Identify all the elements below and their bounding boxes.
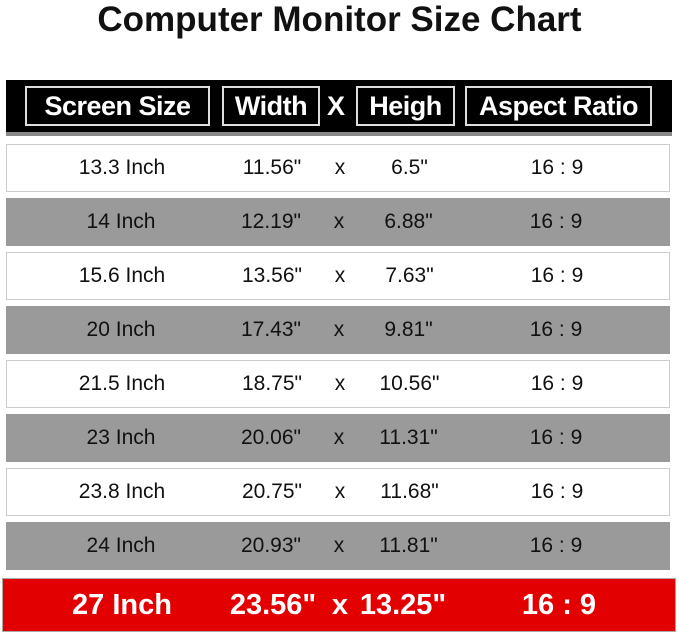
cell-ratio: 16 : 9 xyxy=(529,426,583,449)
cell-height: 11.68" xyxy=(380,480,439,503)
cell-width: 20.75" xyxy=(241,480,302,503)
cell-size: 21.5 Inch xyxy=(78,372,166,395)
table-row: 21.5 Inch 18.75" x 10.56" 16 : 9 xyxy=(6,360,670,408)
cell-width: 17.43" xyxy=(240,318,301,341)
chart-title: Computer Monitor Size Chart xyxy=(97,0,582,39)
cell-ratio: 16 : 9 xyxy=(530,156,584,179)
cell-x: x xyxy=(333,426,345,449)
cell-x: x xyxy=(334,480,346,503)
table-row: 23 Inch 20.06" x 11.31" 16 : 9 xyxy=(6,414,670,462)
cell-height: 7.63" xyxy=(385,264,434,287)
table-row: 20 Inch 17.43" x 9.81" 16 : 9 xyxy=(6,306,670,354)
cell-size: 27 Inch xyxy=(72,588,172,621)
cell-height: 13.25" xyxy=(359,588,447,621)
cell-x: x xyxy=(331,588,349,621)
table-row: 14 Inch 12.19" x 6.88" 16 : 9 xyxy=(6,198,670,246)
cell-width: 20.93" xyxy=(240,534,301,557)
header-x: X xyxy=(327,91,346,121)
cell-width: 11.56" xyxy=(242,156,302,179)
cell-ratio: 16 : 9 xyxy=(530,372,584,395)
cell-size: 13.3 Inch xyxy=(78,156,166,179)
cell-size: 23.8 Inch xyxy=(78,480,166,503)
cell-size: 14 Inch xyxy=(86,210,156,233)
table-row: 13.3 Inch 11.56" x 6.5" 16 : 9 xyxy=(6,144,670,192)
cell-size: 24 Inch xyxy=(86,534,156,557)
cell-width: 23.56" xyxy=(229,588,317,621)
cell-height: 11.81" xyxy=(379,534,438,557)
cell-x: x xyxy=(333,318,345,341)
cell-width: 12.19" xyxy=(240,210,301,233)
cell-width: 13.56" xyxy=(241,264,302,287)
cell-width: 18.75" xyxy=(241,372,302,395)
cell-x: x xyxy=(333,210,345,233)
table-row: 24 Inch 20.93" x 11.81" 16 : 9 xyxy=(6,522,670,570)
cell-height: 10.56" xyxy=(379,372,440,395)
cell-ratio: 16 : 9 xyxy=(530,264,584,287)
header-height: Heigh xyxy=(356,86,455,126)
header-screen-size: Screen Size xyxy=(25,86,210,126)
cell-size: 15.6 Inch xyxy=(78,264,166,287)
cell-size: 20 Inch xyxy=(86,318,156,341)
cell-ratio: 16 : 9 xyxy=(529,534,583,557)
header-width: Width xyxy=(222,86,320,126)
cell-height: 11.31" xyxy=(379,426,438,449)
cell-height: 6.88" xyxy=(384,210,433,233)
cell-x: x xyxy=(334,264,346,287)
cell-ratio: 16 : 9 xyxy=(521,588,597,621)
cell-height: 6.5" xyxy=(391,156,428,179)
cell-width: 20.06" xyxy=(240,426,301,449)
table-header: Screen Size Width X Heigh Aspect Ratio xyxy=(6,80,672,136)
cell-x: x xyxy=(334,156,346,179)
table-row: 27 Inch 23.56" x 13.25" 16 : 9 xyxy=(2,578,676,632)
table-row: 15.6 Inch 13.56" x 7.63" 16 : 9 xyxy=(6,252,670,300)
cell-x: x xyxy=(334,372,346,395)
cell-height: 9.81" xyxy=(384,318,433,341)
cell-ratio: 16 : 9 xyxy=(529,210,583,233)
cell-ratio: 16 : 9 xyxy=(529,318,583,341)
cell-x: x xyxy=(333,534,345,557)
cell-size: 23 Inch xyxy=(86,426,156,449)
table-row: 23.8 Inch 20.75" x 11.68" 16 : 9 xyxy=(6,468,670,516)
header-aspect-ratio: Aspect Ratio xyxy=(465,86,652,126)
cell-ratio: 16 : 9 xyxy=(530,480,584,503)
